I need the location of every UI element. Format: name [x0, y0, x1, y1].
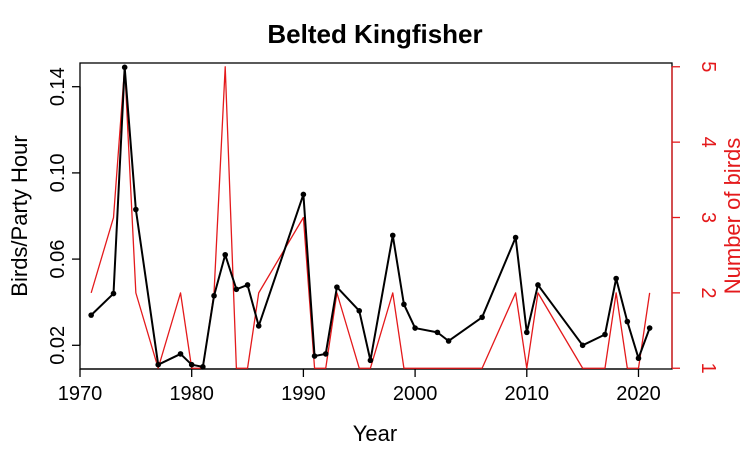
- series-birds-per-party-hour: [88, 64, 653, 370]
- y-axis-left: 0.02 0.06 0.10 0.14: [47, 67, 81, 365]
- data-point: [311, 353, 318, 359]
- data-point: [177, 351, 184, 357]
- data-point: [322, 351, 329, 357]
- data-point: [88, 312, 94, 318]
- plot-frame: [79, 62, 673, 370]
- y-axis-left-label: Birds/Party Hour: [7, 135, 32, 296]
- data-point: [188, 361, 195, 368]
- birds-per-party-hour-line: [90, 66, 651, 368]
- x-tick-label: 1990: [281, 383, 326, 405]
- y-axis-right: 1 2 3 4 5: [671, 61, 719, 374]
- data-point: [412, 325, 418, 331]
- x-tick-label: 2010: [505, 383, 550, 405]
- y-right-tick-label: 2: [697, 287, 719, 298]
- x-axis-label: Year: [353, 421, 397, 446]
- data-point: [300, 191, 307, 198]
- x-axis: 1970 1980 1990 2000 2010 2020: [58, 368, 661, 405]
- data-point: [389, 232, 396, 239]
- data-point: [445, 338, 452, 344]
- data-point: [635, 355, 642, 362]
- y-right-tick-label: 4: [697, 137, 719, 148]
- data-point: [121, 64, 128, 71]
- series-number-of-birds: [90, 66, 651, 369]
- chart-title: Belted Kingfisher: [267, 19, 482, 49]
- data-point: [512, 234, 519, 241]
- data-point: [367, 357, 374, 364]
- data-point: [222, 251, 229, 258]
- data-point: [211, 292, 217, 299]
- y-right-tick-label: 5: [697, 61, 719, 72]
- data-point: [613, 275, 619, 282]
- y-right-tick-label: 1: [697, 363, 719, 374]
- x-tick-label: 2000: [393, 383, 438, 405]
- data-point: [255, 323, 262, 329]
- data-point: [523, 329, 530, 336]
- data-point: [155, 361, 161, 368]
- x-tick-label: 2020: [616, 383, 661, 405]
- data-point: [434, 329, 441, 336]
- y-left-tick-label: 0.10: [47, 153, 69, 192]
- data-point: [646, 325, 653, 331]
- x-tick-label: 1970: [58, 383, 103, 405]
- data-point: [233, 286, 240, 293]
- data-point: [133, 206, 139, 213]
- data-point: [244, 282, 251, 288]
- data-point: [356, 308, 363, 314]
- data-point: [200, 364, 206, 370]
- x-tick-label: 1980: [169, 383, 214, 405]
- data-point: [110, 290, 117, 297]
- data-point: [579, 342, 586, 349]
- y-right-tick-label: 3: [697, 212, 719, 223]
- y-left-tick-label: 0.14: [47, 67, 69, 106]
- data-point: [479, 314, 485, 321]
- data-point: [334, 284, 340, 290]
- y-left-tick-label: 0.06: [47, 240, 69, 279]
- data-point: [401, 301, 407, 308]
- y-axis-right-label: Number of birds: [720, 138, 745, 295]
- data-point: [535, 282, 541, 288]
- y-left-tick-label: 0.02: [47, 326, 69, 365]
- data-point: [602, 331, 608, 338]
- number-of-birds-line: [90, 66, 651, 369]
- data-point: [624, 318, 631, 325]
